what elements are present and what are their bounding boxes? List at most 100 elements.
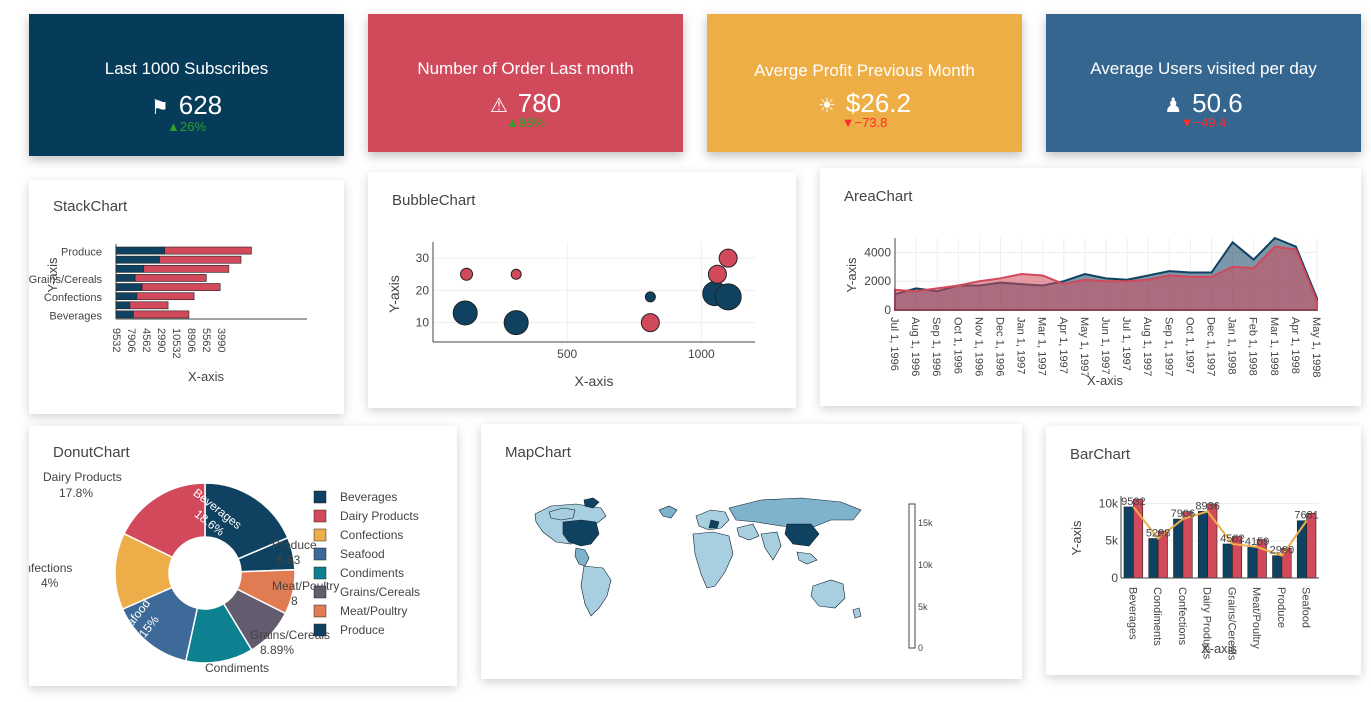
bar xyxy=(1247,546,1258,579)
x-tick-label: 5562 xyxy=(200,328,212,352)
y-axis-title: Y-axis xyxy=(1069,520,1084,555)
kpi-title: Averge Profit Previous Month xyxy=(754,61,975,80)
y-tick-label: Beverages xyxy=(49,310,102,322)
legend-swatch xyxy=(313,528,327,542)
x-tick-label: May 1, 1997 xyxy=(1078,317,1090,378)
bar-chart-card: BarChart 9532 5298 7906 8936 4562 4159 2990 768… xyxy=(1046,426,1361,675)
legend-label: Beverages xyxy=(340,490,397,504)
x-tick-label: Nov 1, 1996 xyxy=(972,317,984,376)
stack-bar-segment xyxy=(115,292,138,301)
y-tick-label: 10k xyxy=(1099,496,1119,510)
country-shape xyxy=(708,519,720,529)
country-shape xyxy=(760,531,782,561)
x-tick-label: Mar 1, 1997 xyxy=(1036,317,1048,376)
kpi-title: Number of Order Last month xyxy=(417,59,634,78)
chess-pawn-icon: ♟ xyxy=(1164,95,1183,117)
area-chart-card: AreaChart 0 2000 4000 Jul 1, 1996 Aug 1, 199… xyxy=(820,168,1361,406)
donut-slice xyxy=(123,482,206,559)
outside-label-name: Produce xyxy=(272,538,317,552)
x-tick-label: 7906 xyxy=(125,328,137,352)
country-shape xyxy=(695,509,730,531)
kpi-delta: ▲26% xyxy=(167,119,206,134)
legend-swatch xyxy=(313,585,327,599)
outside-label-name: Dairy Products xyxy=(43,470,122,484)
country-shape xyxy=(692,531,734,589)
legend-label: Grains/Cereals xyxy=(340,585,420,599)
stack-bar-segment xyxy=(134,274,207,282)
legend-swatch xyxy=(313,509,327,523)
country-shape xyxy=(562,519,600,547)
y-axis-title: Y-axis xyxy=(386,275,402,313)
area-chart: 0 2000 4000 Jul 1, 1996 Aug 1, 1996 Sep 1, 19… xyxy=(844,236,1322,388)
x-tick-label: Oct 1, 1997 xyxy=(1183,317,1195,374)
y-tick-label: 20 xyxy=(416,283,430,297)
chart-title: BarChart xyxy=(1070,446,1131,463)
bar xyxy=(1182,511,1193,579)
chart-title: AreaChart xyxy=(844,188,913,205)
y-tick-label: 4000 xyxy=(864,245,891,259)
x-tick-label: Feb 1, 1998 xyxy=(1247,317,1259,376)
stack-bar-segment xyxy=(164,246,252,255)
bubble-chart: 500 1000 10 20 30 X-axis Y-axis xyxy=(386,242,755,389)
x-tick-label: Jan 1, 1998 xyxy=(1226,317,1238,375)
map-chart-card: MapChart 15k 10k 5k 0 xyxy=(481,424,1022,679)
x-tick-label: Grains/Cereals xyxy=(1225,587,1237,661)
bubble xyxy=(452,300,478,326)
bar xyxy=(1133,499,1144,579)
kpi-delta: ▼−49.4 xyxy=(1180,115,1227,130)
y-axis-title: Y-axis xyxy=(45,257,60,292)
x-tick-label: Seafood xyxy=(1300,587,1312,628)
outside-label-pct: 8 xyxy=(291,594,298,608)
y-tick-label: 5k xyxy=(1105,534,1119,548)
data-label: 2990 xyxy=(1270,545,1294,557)
x-tick-label: Dec 1, 1997 xyxy=(1205,317,1217,376)
data-label: 4159 xyxy=(1245,536,1269,548)
x-tick-label: 8906 xyxy=(185,328,197,352)
x-tick-label: Oct 1, 1996 xyxy=(951,317,963,374)
x-axis-title: X-axis xyxy=(575,373,614,389)
x-tick-label: Jul 1, 1996 xyxy=(888,317,900,371)
y-tick-label: 0 xyxy=(1111,571,1118,585)
x-tick-label: Aug 1, 1996 xyxy=(909,317,921,376)
stack-chart: Produce Grains/Cereals Confections Beverage… xyxy=(29,244,307,384)
bubble xyxy=(707,264,727,284)
x-tick-label: Dairy Products xyxy=(1201,587,1213,660)
bar xyxy=(1148,538,1159,579)
world-map[interactable]: 15k 10k 5k 0 xyxy=(481,424,1022,679)
outside-label-name: Confections xyxy=(29,561,72,575)
stack-bar-segment xyxy=(115,301,131,310)
kpi-value: $26.2 xyxy=(845,88,911,118)
y-tick-label: 30 xyxy=(416,251,430,265)
bubble xyxy=(510,268,522,280)
country-shape xyxy=(583,497,600,509)
y-tick-label: 2000 xyxy=(864,274,891,288)
stack-bar-segment xyxy=(129,301,169,310)
x-tick-label: Apr 1, 1997 xyxy=(1057,317,1069,374)
data-label: 8936 xyxy=(1195,500,1219,512)
bubble xyxy=(503,310,529,336)
stack-bar-segment xyxy=(115,310,134,319)
x-tick-label: Jul 1, 1997 xyxy=(1120,317,1132,371)
stack-bar-segment xyxy=(115,274,136,282)
data-label: 4562 xyxy=(1220,533,1244,545)
donut-slice xyxy=(204,482,289,560)
x-tick-label: Beverages xyxy=(1126,587,1138,640)
outside-label-name: Meat/Poultry xyxy=(272,579,339,593)
x-tick-label: 1000 xyxy=(688,347,715,361)
bubble xyxy=(460,267,474,281)
stack-bar-segment xyxy=(115,283,143,291)
outside-label-pct: 4% xyxy=(41,576,59,590)
x-tick-label: May 1, 1998 xyxy=(1310,317,1322,378)
country-shape xyxy=(548,507,576,521)
y-tick-label: Grains/Cereals xyxy=(29,274,102,286)
legend-label: Confections xyxy=(340,528,403,542)
trend-line xyxy=(1132,506,1308,557)
x-tick-label: Produce xyxy=(1275,587,1287,628)
x-tick-label: 10532 xyxy=(170,328,182,359)
outside-label-pct: 17.8% xyxy=(59,486,93,500)
country-shape xyxy=(658,505,678,519)
x-tick-label: Aug 1, 1997 xyxy=(1141,317,1153,376)
legend-swatch xyxy=(313,623,327,637)
x-axis-title: X-axis xyxy=(1087,373,1124,388)
